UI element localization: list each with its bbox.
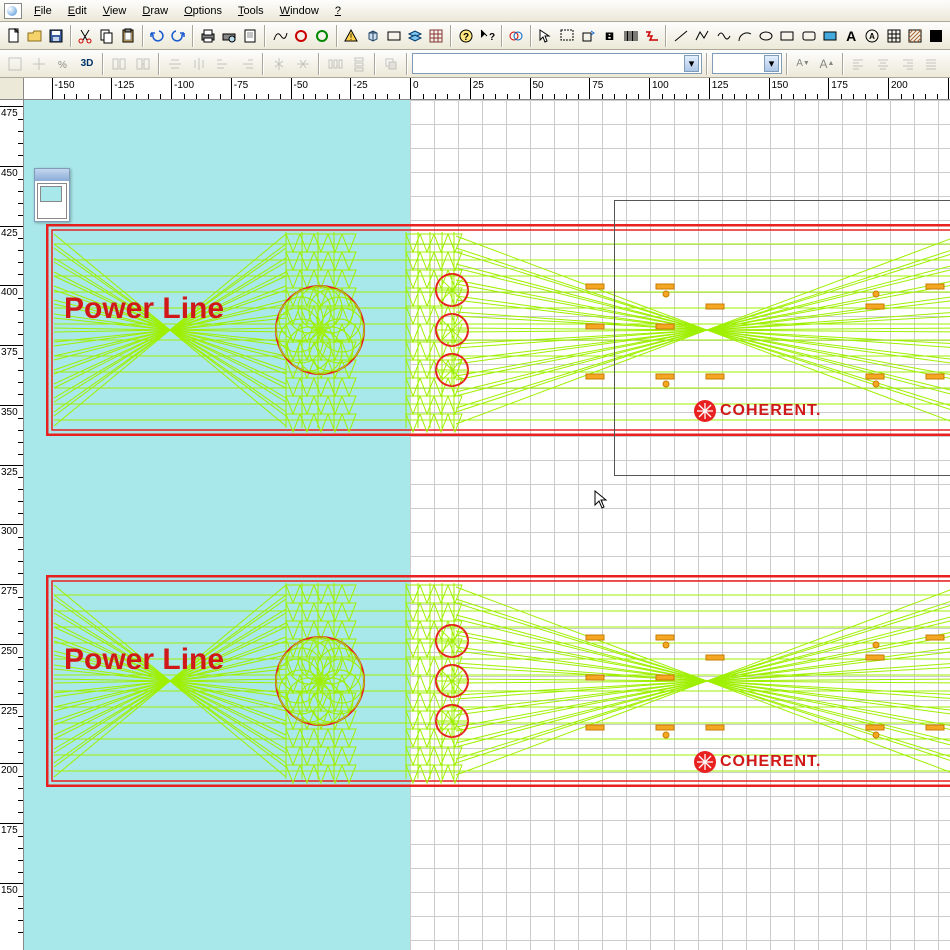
distribute1-button[interactable] bbox=[324, 53, 346, 75]
t3-3-button[interactable]: % bbox=[52, 53, 74, 75]
align-right-button[interactable] bbox=[896, 53, 918, 75]
mesh-button[interactable] bbox=[427, 25, 446, 47]
svg-text:?: ? bbox=[463, 32, 469, 43]
toolbar-format: % 3D ▾ ▾ A▼ A▲ bbox=[0, 50, 950, 78]
flip-v-button[interactable] bbox=[292, 53, 314, 75]
menu-edit[interactable]: Edit bbox=[60, 2, 95, 20]
barcode-button[interactable] bbox=[621, 25, 640, 47]
workspace: -150-125-100-75-50-250255075100125150175… bbox=[0, 78, 950, 950]
selection-rectangle[interactable] bbox=[614, 200, 950, 476]
svg-text:!: ! bbox=[350, 32, 353, 42]
navigator-palette[interactable] bbox=[34, 168, 70, 222]
hatch-button[interactable] bbox=[905, 25, 924, 47]
zoom-dropdown[interactable]: ▾ bbox=[712, 53, 782, 74]
group2-button[interactable] bbox=[132, 53, 154, 75]
print-preview-button[interactable] bbox=[219, 25, 238, 47]
menu-tools[interactable]: Tools bbox=[230, 2, 272, 20]
print-button[interactable] bbox=[198, 25, 217, 47]
mouse-cursor-icon bbox=[594, 490, 608, 510]
group1-button[interactable] bbox=[108, 53, 130, 75]
copy-button[interactable] bbox=[97, 25, 116, 47]
arc-button[interactable] bbox=[735, 25, 754, 47]
font-bigger-button[interactable]: A▲ bbox=[816, 53, 838, 75]
text-circle-button[interactable]: A bbox=[863, 25, 882, 47]
undo-button[interactable] bbox=[148, 25, 167, 47]
redo-button[interactable] bbox=[169, 25, 188, 47]
align-justify-button[interactable] bbox=[920, 53, 942, 75]
mode-3d-button[interactable]: 3D bbox=[76, 53, 98, 75]
fill-button[interactable] bbox=[820, 25, 839, 47]
path-tool-button[interactable] bbox=[270, 25, 289, 47]
drawing-canvas[interactable]: Power LineCOHERENT.Power LineCOHERENT. bbox=[24, 100, 950, 950]
menu-file[interactable]: FFileile bbox=[26, 2, 60, 20]
cube-button[interactable] bbox=[363, 25, 382, 47]
text-button[interactable]: A bbox=[842, 25, 861, 47]
ellipse-button[interactable] bbox=[757, 25, 776, 47]
warning-button[interactable]: ! bbox=[342, 25, 361, 47]
rotate-button[interactable] bbox=[578, 25, 597, 47]
lasso-button[interactable] bbox=[557, 25, 576, 47]
rect-button[interactable] bbox=[778, 25, 797, 47]
page-setup-button[interactable] bbox=[241, 25, 260, 47]
menu-options[interactable]: Options bbox=[176, 2, 230, 20]
circle1-button[interactable] bbox=[291, 25, 310, 47]
flip-h-button[interactable] bbox=[268, 53, 290, 75]
distribute2-button[interactable] bbox=[348, 53, 370, 75]
wave-button[interactable] bbox=[714, 25, 733, 47]
paste-button[interactable] bbox=[118, 25, 137, 47]
rrect-button[interactable] bbox=[799, 25, 818, 47]
ruler-vertical[interactable]: 4754504254003753503253002752502252001751… bbox=[0, 100, 24, 950]
align-g4-button[interactable] bbox=[188, 53, 210, 75]
svg-text:?: ? bbox=[489, 32, 495, 43]
align-center-button[interactable] bbox=[872, 53, 894, 75]
select-arrow-button[interactable] bbox=[536, 25, 555, 47]
app-icon bbox=[4, 3, 22, 19]
open-button[interactable] bbox=[25, 25, 44, 47]
menu-help[interactable]: ? bbox=[327, 2, 349, 20]
svg-text:A: A bbox=[870, 32, 876, 41]
menu-bar: FFileile Edit View Draw Options Tools Wi… bbox=[0, 0, 950, 22]
layers-button[interactable] bbox=[406, 25, 425, 47]
save-button[interactable] bbox=[47, 25, 66, 47]
help-button[interactable]: ? bbox=[456, 25, 475, 47]
t3-2-button[interactable] bbox=[28, 53, 50, 75]
menu-window[interactable]: Window bbox=[272, 2, 327, 20]
ruler-corner bbox=[0, 78, 24, 100]
menu-view[interactable]: View bbox=[95, 2, 135, 20]
bounds-button[interactable] bbox=[384, 25, 403, 47]
line-button[interactable] bbox=[671, 25, 690, 47]
grid-button[interactable] bbox=[884, 25, 903, 47]
mirror-button[interactable]: BB bbox=[600, 25, 619, 47]
t3-1-button[interactable] bbox=[4, 53, 26, 75]
svg-text:B: B bbox=[606, 31, 614, 43]
align-g5-button[interactable] bbox=[212, 53, 234, 75]
font-smaller-button[interactable]: A▼ bbox=[792, 53, 814, 75]
polyline-button[interactable] bbox=[693, 25, 712, 47]
ruler-horizontal[interactable]: -150-125-100-75-50-250255075100125150175… bbox=[24, 78, 950, 100]
zigzag-button[interactable] bbox=[642, 25, 661, 47]
new-button[interactable] bbox=[4, 25, 23, 47]
power-line-label-1: Power Line bbox=[64, 643, 224, 677]
coherent-logo-1: COHERENT. bbox=[694, 751, 821, 773]
align-g3-button[interactable] bbox=[164, 53, 186, 75]
last-tool-button[interactable] bbox=[927, 25, 946, 47]
svg-text:%: % bbox=[58, 60, 67, 71]
layer-dropdown[interactable]: ▾ bbox=[412, 53, 702, 74]
align-left-button[interactable] bbox=[848, 53, 870, 75]
toolbar-standard: ! ? ? BB A A bbox=[0, 22, 950, 50]
power-line-label-0: Power Line bbox=[64, 292, 224, 326]
order-front-button[interactable] bbox=[380, 53, 402, 75]
circle2-button[interactable] bbox=[312, 25, 331, 47]
simulate-button[interactable] bbox=[507, 25, 526, 47]
align-g6-button[interactable] bbox=[236, 53, 258, 75]
menu-draw[interactable]: Draw bbox=[134, 2, 176, 20]
cut-button[interactable] bbox=[76, 25, 95, 47]
context-help-button[interactable]: ? bbox=[477, 25, 496, 47]
